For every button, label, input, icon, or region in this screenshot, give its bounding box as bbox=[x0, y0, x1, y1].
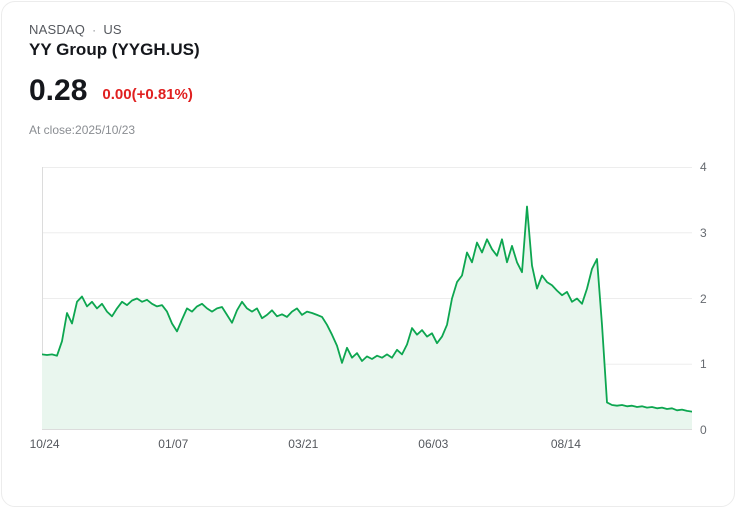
y-axis-label: 2 bbox=[700, 291, 707, 306]
y-axis-label: 4 bbox=[700, 160, 707, 174]
price-area-chart bbox=[42, 167, 692, 430]
y-axis-label: 0 bbox=[700, 423, 707, 437]
chart-plot-area: 4 3 2 1 0 bbox=[42, 160, 707, 437]
x-axis-label: 06/03 bbox=[418, 437, 449, 451]
price-row: 0.28 0.00(+0.81%) bbox=[29, 76, 707, 106]
exchange-row: NASDAQ · US bbox=[29, 22, 707, 37]
y-axis: 4 3 2 1 0 bbox=[700, 160, 730, 437]
quote-header: NASDAQ · US YY Group (YYGH.US) 0.28 0.00… bbox=[2, 2, 734, 137]
region-label: US bbox=[103, 22, 122, 37]
price-chart: 4 3 2 1 0 10/24 01/07 03/21 06/03 08/14 bbox=[30, 160, 734, 453]
x-axis-label: 03/21 bbox=[288, 437, 319, 451]
price-change: 0.00(+0.81%) bbox=[102, 86, 193, 103]
y-axis-label: 3 bbox=[700, 225, 707, 240]
current-price: 0.28 bbox=[29, 74, 88, 107]
exchange-label: NASDAQ bbox=[29, 22, 86, 37]
close-info: At close:2025/10/23 bbox=[29, 123, 136, 137]
y-axis-label: 1 bbox=[700, 357, 707, 372]
x-axis: 10/24 01/07 03/21 06/03 08/14 bbox=[30, 437, 692, 453]
x-axis-label: 08/14 bbox=[550, 437, 581, 451]
exchange-separator: · bbox=[92, 22, 97, 37]
x-axis-label: 01/07 bbox=[158, 437, 189, 451]
x-axis-label: 10/24 bbox=[29, 437, 60, 451]
stock-title: YY Group (YYGH.US) bbox=[29, 40, 200, 59]
